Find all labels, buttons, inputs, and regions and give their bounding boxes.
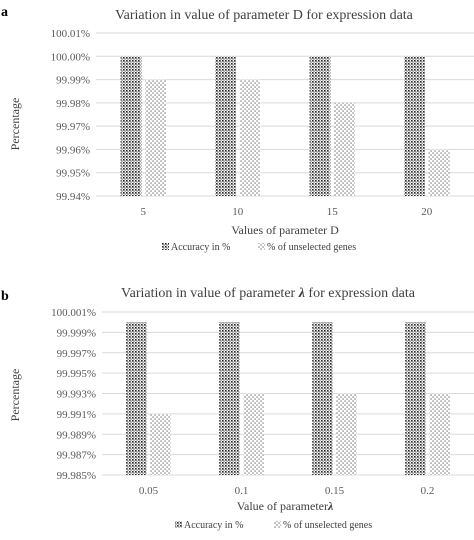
panel-a: a Variation in value of parameter D for …: [1, 5, 474, 253]
panel-a-xtick-label: 5: [141, 206, 147, 218]
panel-b-xtick-label: 0.2: [421, 485, 435, 497]
panel-a-ytick-label: 99.94%: [56, 191, 90, 203]
panel-b-yticks: 99.985% 99.987% 99.989% 99.991% 99.993% 99.99…: [51, 307, 96, 482]
panel-a-bar-accuracy-2: [309, 56, 331, 197]
panel-b-xtick-label: 0.05: [139, 485, 159, 497]
panel-b-ytick-label: 99.999%: [57, 327, 96, 339]
panel-b-bar-accuracy-3: [405, 322, 426, 475]
panel-a-legend-swatch-accuracy: [162, 243, 169, 250]
panel-b-legend-swatch-accuracy: [175, 521, 182, 528]
panel-b-ytick-label: 99.997%: [57, 348, 96, 360]
panel-b-legend-unselected: % of unselected genes: [283, 520, 372, 531]
panel-b-bar-unselected-1: [243, 393, 264, 475]
panel-b: b Variation in value of parameter λ for …: [1, 286, 474, 531]
panel-b-title-symbol: λ: [298, 286, 305, 301]
panel-b-ytick-label: 100.001%: [51, 307, 96, 319]
panel-b-xtick-label: 0.1: [235, 485, 249, 497]
panel-a-bars: [120, 56, 450, 197]
panel-a-ytick-label: 99.96%: [56, 144, 90, 156]
panel-b-bar-unselected-2: [336, 393, 357, 475]
panel-a-ytick-label: 99.98%: [56, 98, 90, 110]
panel-a-bar-accuracy-0: [120, 56, 142, 197]
panel-b-bar-accuracy-2: [312, 322, 333, 475]
panel-a-ytick-label: 99.95%: [56, 168, 90, 180]
panel-b-legend-accuracy: Accuracy in %: [184, 520, 243, 531]
panel-b-legend: Accuracy in % % of unselected genes: [175, 520, 372, 531]
panel-b-ytick-label: 99.993%: [57, 389, 96, 401]
panel-a-ytick-label: 99.99%: [56, 75, 90, 87]
panel-a-ylabel: Percentage: [8, 98, 22, 151]
panel-a-bar-unselected-2: [334, 102, 355, 196]
panel-a-ytick-label: 100.01%: [51, 28, 90, 40]
panel-a-xlabel: Values of parameter D: [231, 223, 339, 237]
panel-a-bar-unselected-0: [145, 79, 166, 196]
panel-a-title: Variation in value of parameter D for ex…: [115, 8, 414, 23]
panel-a-ytick-label: 100.00%: [51, 51, 90, 63]
panel-a-legend-unselected: % of unselected genes: [267, 242, 356, 253]
panel-b-title-suffix: for expression data: [305, 286, 416, 301]
panel-a-bar-accuracy-1: [215, 56, 236, 197]
panel-a-xtick-label: 20: [421, 206, 433, 218]
panel-b-xtick-label: 0.15: [325, 485, 345, 497]
panel-b-bars: [126, 322, 450, 475]
panel-a-legend-swatch-unselected: [258, 243, 265, 250]
panel-a-legend-accuracy: Accuracy in %: [171, 242, 230, 253]
panel-a-xtick-label: 10: [232, 206, 244, 218]
panel-b-xlabel-prefix: Value of parameter: [237, 499, 328, 513]
panel-b-title-prefix: Variation in value of parameter: [121, 286, 299, 301]
panel-b-letter: b: [1, 289, 9, 304]
panel-b-bar-accuracy-0: [126, 322, 147, 475]
panel-b-bar-unselected-0: [150, 413, 171, 475]
panel-a-yticks: 99.94% 99.95% 99.96% 99.97% 99.98% 99.99% 100.…: [51, 28, 90, 203]
panel-a-letter: a: [1, 5, 8, 20]
panel-b-bar-accuracy-1: [219, 322, 240, 475]
panel-b-xticks: 0.05 0.1 0.15 0.2: [139, 485, 435, 497]
panel-a-xtick-label: 15: [327, 206, 339, 218]
panel-a-xticks: 5 10 15 20: [141, 206, 433, 218]
panel-b-ylabel: Percentage: [8, 369, 22, 422]
panel-b-title: Variation in value of parameter λ for ex…: [121, 286, 416, 301]
panel-a-legend: Accuracy in % % of unselected genes: [162, 242, 356, 253]
panel-b-legend-swatch-unselected: [274, 521, 281, 528]
panel-a-bar-accuracy-3: [404, 56, 425, 197]
panel-b-ytick-label: 99.991%: [57, 409, 96, 421]
panel-b-ytick-label: 99.985%: [57, 470, 96, 482]
panel-b-bar-unselected-3: [429, 393, 450, 475]
panel-a-ytick-label: 99.97%: [56, 121, 90, 133]
panel-b-xlabel: Value of parameterλ: [237, 499, 334, 513]
panel-b-ytick-label: 99.987%: [57, 450, 96, 462]
panel-a-bar-unselected-3: [428, 149, 450, 196]
panel-b-xlabel-symbol: λ: [327, 499, 334, 513]
panel-a-bar-unselected-1: [239, 79, 261, 196]
panel-b-ytick-label: 99.995%: [57, 368, 96, 380]
panel-b-ytick-label: 99.989%: [57, 429, 96, 441]
